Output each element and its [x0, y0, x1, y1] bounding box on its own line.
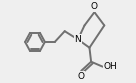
Text: N: N [75, 35, 81, 44]
Text: O: O [91, 2, 98, 11]
Text: OH: OH [103, 62, 117, 71]
Text: O: O [78, 72, 85, 81]
